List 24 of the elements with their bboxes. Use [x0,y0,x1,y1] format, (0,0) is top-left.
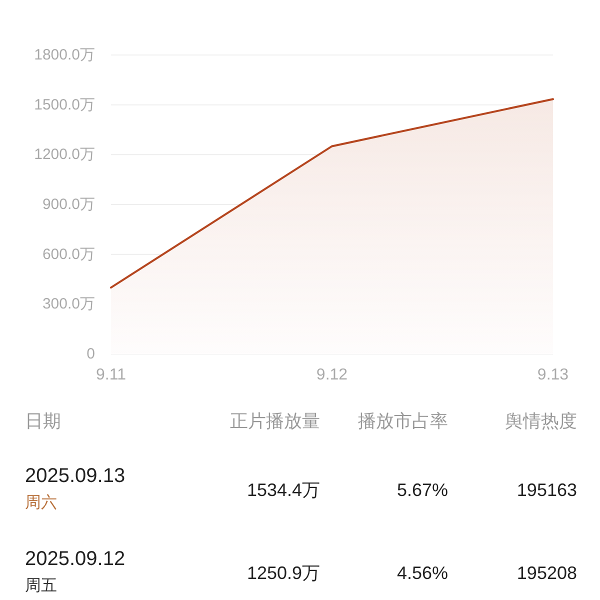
x-tick-label: 9.11 [96,366,126,384]
table-cell: 4.56% [396,563,448,583]
y-tick-label: 1800.0万 [34,46,95,64]
table-cell: 195163 [516,480,577,500]
table-cell: 周六 [25,494,57,512]
x-tick-label: 9.12 [316,366,348,384]
table-cell: 5.67% [396,480,448,500]
table-cell: 1534.4万 [246,480,320,500]
y-tick-label: 1200.0万 [34,146,95,164]
table-header: 舆情热度 [505,411,577,431]
table-cell: 1250.9万 [246,563,320,583]
table-cell: 2025.09.12 [25,548,126,570]
table-header: 播放市占率 [358,411,448,431]
table-cell: 195208 [516,563,577,583]
x-tick-label: 9.13 [537,366,569,384]
y-tick-label: 300.0万 [42,296,95,313]
y-tick-label: 0 [86,346,95,362]
table-header: 日期 [25,411,61,431]
y-tick-label: 600.0万 [42,246,95,263]
y-tick-label: 1500.0万 [34,96,95,114]
y-tick-label: 900.0万 [42,196,95,213]
table-header: 正片播放量 [230,411,320,431]
table-cell: 周五 [25,578,57,594]
table-cell: 2025.09.13 [25,465,126,487]
